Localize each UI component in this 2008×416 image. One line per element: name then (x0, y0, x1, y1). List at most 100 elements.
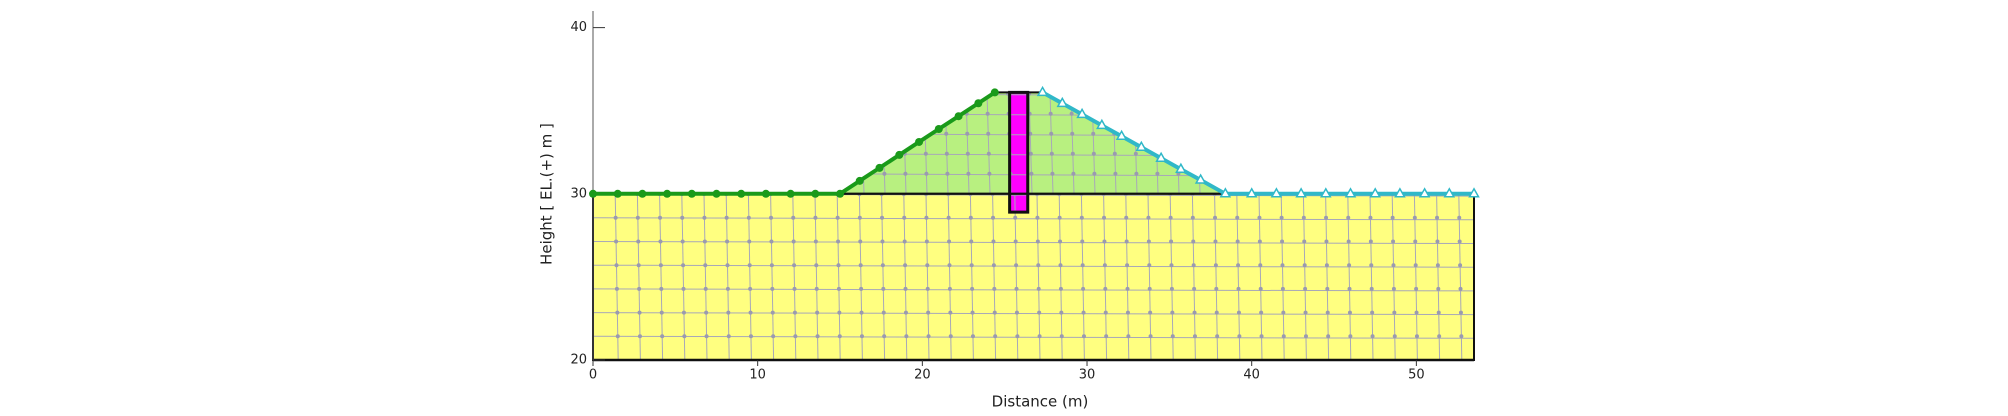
mesh-line (593, 217, 1474, 221)
mesh-node (901, 92, 906, 96)
mesh-node (658, 215, 663, 220)
mesh-node (1102, 239, 1107, 244)
mesh-node (1148, 334, 1153, 339)
mesh-node (770, 286, 775, 291)
boundary-point (761, 189, 770, 198)
mesh-node (1155, 171, 1160, 176)
mesh (593, 193, 1474, 360)
mesh-node (1391, 286, 1396, 291)
mesh-line (986, 92, 991, 194)
mesh-node (1059, 310, 1064, 315)
mesh-node (1090, 92, 1095, 96)
mesh-node (1059, 334, 1064, 339)
mesh-line (614, 193, 619, 360)
mesh-node (1035, 239, 1040, 244)
mesh-node (948, 310, 953, 315)
mesh-node (1146, 215, 1151, 220)
mesh-node (985, 111, 990, 116)
mesh-node (836, 263, 841, 268)
mesh-node (1124, 215, 1129, 220)
boundary-point (737, 189, 746, 198)
mesh-node (1058, 286, 1063, 291)
mesh-node (1258, 263, 1263, 268)
mesh-node (1148, 310, 1153, 315)
boundary-point (990, 88, 999, 97)
mesh-node (944, 151, 949, 156)
mesh-node (1102, 215, 1107, 220)
mesh-node (1435, 215, 1440, 220)
mesh-node (947, 286, 952, 291)
mesh-node (1217, 151, 1222, 156)
mesh-node (792, 310, 797, 315)
mesh-node (946, 215, 951, 220)
mesh-node (1071, 171, 1076, 176)
boundary-point (589, 189, 597, 198)
mesh-node (1191, 263, 1196, 268)
mesh-line (1103, 193, 1108, 360)
region (593, 193, 1474, 360)
mesh-node (1092, 171, 1097, 176)
mesh-node (1035, 215, 1040, 220)
mesh-node (903, 263, 908, 268)
mesh-node (1113, 171, 1118, 176)
mesh-node (1015, 334, 1020, 339)
mesh-node (1168, 215, 1173, 220)
mesh-node (1348, 334, 1353, 339)
mesh-node (1437, 334, 1442, 339)
mesh-node (1048, 111, 1053, 116)
mesh-node (922, 111, 927, 116)
mesh-node (1435, 239, 1440, 244)
mesh-node (1347, 263, 1352, 268)
mesh-node (680, 239, 685, 244)
mesh-node (1258, 286, 1263, 291)
mesh-node (948, 334, 953, 339)
mesh-node (1069, 92, 1074, 96)
mesh-node (1391, 263, 1396, 268)
mesh-line (1217, 92, 1222, 194)
mesh-node (1058, 263, 1063, 268)
region-outline (1008, 90, 1030, 214)
boundary-point (875, 163, 884, 172)
mesh-node (925, 286, 930, 291)
mesh-node (837, 334, 842, 339)
boundary-point (1194, 173, 1207, 184)
mesh-node (1414, 286, 1419, 291)
mesh-node (1195, 111, 1200, 116)
boundary-point (934, 124, 943, 133)
mesh-line (881, 193, 886, 360)
mesh-node (613, 215, 618, 220)
mesh-node (1213, 215, 1218, 220)
y-axis-title: Height [ EL.(+) m ] (538, 123, 556, 265)
mesh-node (1303, 310, 1308, 315)
mesh-node (926, 310, 931, 315)
mesh-node (859, 334, 864, 339)
mesh-node (964, 92, 969, 96)
mesh-node (635, 215, 640, 220)
mesh-node (681, 263, 686, 268)
mesh-line (1058, 193, 1063, 360)
mesh-node (1413, 263, 1418, 268)
boundary-point (1175, 162, 1187, 173)
mesh-node (1057, 215, 1062, 220)
mesh-node (1037, 334, 1042, 339)
boundary-point (811, 189, 820, 198)
mesh-node (660, 334, 665, 339)
x-tick-label: 50 (1408, 368, 1425, 383)
mesh-node (1195, 92, 1200, 96)
mesh-node (924, 215, 929, 220)
mesh-line (1147, 193, 1152, 360)
mesh-node (725, 286, 730, 291)
mesh-node (836, 286, 841, 291)
boundary-point (1056, 96, 1069, 108)
mesh-node (659, 310, 664, 315)
region (840, 92, 1226, 194)
mesh-node (1112, 151, 1117, 156)
mesh-node (1414, 310, 1419, 315)
mesh-node (966, 171, 971, 176)
boundary-point (1443, 187, 1456, 198)
mesh-node (813, 215, 818, 220)
mesh-node (986, 151, 991, 156)
mesh-node (1111, 111, 1116, 116)
boundary-point (786, 189, 795, 198)
